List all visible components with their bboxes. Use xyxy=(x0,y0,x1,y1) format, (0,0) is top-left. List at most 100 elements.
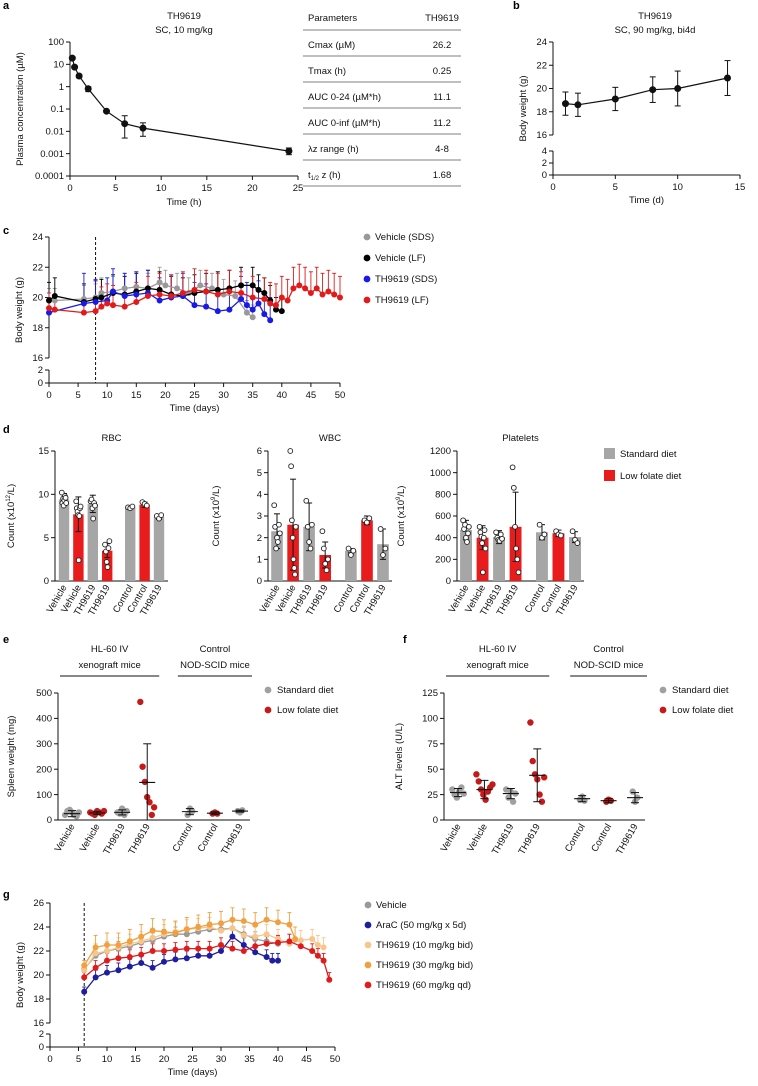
d_wbc-data-point xyxy=(325,556,331,563)
g_bw-data-point xyxy=(92,974,99,981)
g_bw-data-point xyxy=(309,948,316,955)
e_spleen-legend-low-folate-marker xyxy=(264,706,272,714)
b-data-point xyxy=(562,100,570,108)
panel-label-e: e xyxy=(3,634,9,646)
g_bw-data-point xyxy=(217,942,224,949)
c_bw-data-point xyxy=(92,298,99,305)
c_bw-data-point xyxy=(325,288,332,295)
d_plt-data-point xyxy=(510,484,517,491)
d_rbc-ytick-label: 0 xyxy=(44,576,49,587)
static-layer: a b c d e f g xyxy=(3,0,520,901)
b_bw-x-axis-title: Time (d) xyxy=(629,195,664,206)
d_plt-data-point xyxy=(481,527,488,533)
d_wbc-ytick-label: 6 xyxy=(257,446,262,457)
d_rbc-bar xyxy=(153,516,165,581)
f_alt-data-point xyxy=(541,774,548,781)
g_bw-data-point xyxy=(314,942,321,949)
g_bw-data-point xyxy=(240,948,247,955)
d_plt-data-point xyxy=(574,540,581,546)
g_bw-y-axis-title: Body weight (g) xyxy=(15,942,26,1008)
g_bw-data-point xyxy=(217,948,224,955)
c_bw-data-point xyxy=(267,317,274,324)
panel-label-d: d xyxy=(3,424,10,436)
panel-label-f: f xyxy=(403,634,407,646)
d_plt-data-point xyxy=(476,523,483,530)
f_alt-header-right-line2: NOD-SCID mice xyxy=(574,660,644,671)
g_bw-ytick-label: 16 xyxy=(33,1018,44,1029)
b_bw-xtick-label: 10 xyxy=(672,182,683,193)
d_rbc-bar xyxy=(73,514,84,581)
d_plt-data-point xyxy=(480,569,486,576)
f_alt-header-right-line1: Control xyxy=(593,644,624,655)
d_rbc-data-point xyxy=(92,502,98,509)
d_rbc-ytick-label: 5 xyxy=(44,533,49,544)
g_bw-data-point xyxy=(252,921,259,928)
d_wbc-data-point xyxy=(380,552,386,558)
d_plt-ytick-label: 1000 xyxy=(430,468,451,479)
c_bw-xtick-label: 15 xyxy=(131,390,142,401)
g_bw-data-point xyxy=(138,933,145,940)
e_spleen-legend-low-folate-diet: Low folate diet xyxy=(277,705,339,716)
g_bw-data-point xyxy=(92,944,99,951)
c_bw-data-point xyxy=(203,288,210,295)
g_bw-data-point xyxy=(240,942,247,949)
b_bw-xtick-label: 0 xyxy=(550,182,555,193)
g_bw-data-point xyxy=(149,964,156,971)
e_spleen-data-point xyxy=(139,763,146,770)
d_wbc-bar xyxy=(271,531,283,581)
b_bw-ytick-label: 16 xyxy=(536,130,547,141)
d_plt-data-point xyxy=(558,532,564,539)
e_spleen-category-label: Control xyxy=(196,822,221,854)
c_bw-data-point xyxy=(255,300,262,307)
c_bw-data-point xyxy=(284,297,291,304)
b-chart-subtitle: SC, 90 mg/kg, bi4d xyxy=(615,25,696,36)
d_rbc-bar xyxy=(58,499,70,581)
g_bw-ytick-label: 26 xyxy=(33,898,44,909)
a-ytick-label: 0.1 xyxy=(51,104,64,115)
g-legend-marker xyxy=(364,921,372,929)
g_bw-data-point xyxy=(229,945,236,952)
g_bw-data-point xyxy=(160,928,167,935)
f_alt-data-point xyxy=(527,719,534,726)
b_bw-xtick-label: 5 xyxy=(613,182,618,193)
c_bw-data-point xyxy=(272,302,279,309)
a-table-header-parameters: Parameters xyxy=(308,13,357,24)
g_bw-data-point xyxy=(286,921,293,928)
d_rbc-data-point xyxy=(77,503,84,510)
b_bw-ytick-label: 22 xyxy=(536,60,547,71)
g_bw-xtick-label: 0 xyxy=(47,1054,52,1065)
c_bw-xtick-label: 35 xyxy=(247,390,258,401)
g_bw-data-point xyxy=(138,951,145,958)
d_plt-data-point xyxy=(512,523,518,530)
e_spleen-ytick-label: 100 xyxy=(36,790,52,801)
a-table-param-value: 0.25 xyxy=(433,66,452,77)
f_alt-legend-low-folate-marker xyxy=(659,706,667,714)
g_bw-data-point xyxy=(172,946,179,953)
d_wbc-data-point xyxy=(290,556,297,563)
g_bw-xtick-label: 40 xyxy=(273,1054,284,1065)
c_bw-data-point xyxy=(255,286,262,293)
c_bw-data-point xyxy=(121,292,128,299)
d_plt-data-point xyxy=(513,545,519,552)
b-data-point xyxy=(611,95,619,103)
f_alt-ytick-label: 25 xyxy=(427,790,438,801)
d_rbc-y-axis-title: Count (x1012/L) xyxy=(6,484,17,548)
g_bw-data-point xyxy=(314,952,321,959)
c_bw-data-point xyxy=(191,286,198,293)
d_plt-ytick-label: 0 xyxy=(446,576,451,587)
c_bw-data-point xyxy=(278,294,285,301)
g_bw-data-point xyxy=(195,952,202,959)
c_bw-data-point xyxy=(98,294,105,301)
g_bw-data-point xyxy=(183,926,190,933)
d_rbc-data-point xyxy=(129,503,136,510)
a-xtick-label: 0 xyxy=(67,183,72,194)
e_spleen-y-axis-title: Spleen weight (mg) xyxy=(6,716,17,798)
g_bw-data-point xyxy=(320,957,327,964)
f_alt-ytick-label: 0 xyxy=(433,815,438,826)
g_bw-data-point xyxy=(297,943,304,950)
a-ytick-label: 10 xyxy=(53,60,64,71)
d_plt-data-point xyxy=(466,523,472,530)
d_rbc-bar xyxy=(125,507,136,581)
g_bw-xtick-label: 50 xyxy=(330,1054,341,1065)
d_wbc-bar xyxy=(303,526,315,581)
